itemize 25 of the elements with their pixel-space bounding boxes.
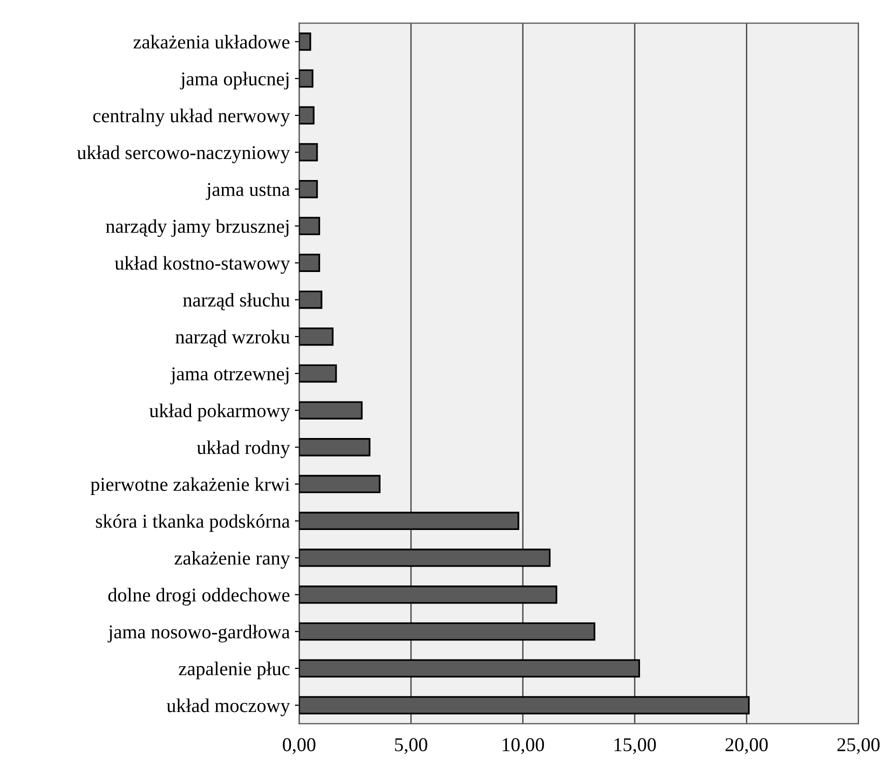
x-tick-label: 10,00 (502, 738, 544, 754)
y-tick-label: narząd wzroku (176, 330, 290, 348)
y-tick-label: układ sercowo-naczyniowy (77, 146, 290, 164)
y-tick-label: centralny układ nerwowy (93, 108, 290, 126)
x-tick-label: 15,00 (614, 738, 656, 754)
y-tick-label: jama ustna (206, 182, 290, 200)
y-tick-label: jama otrzewnej (170, 367, 288, 384)
y-tick-label: zakażenia układowe (134, 34, 290, 49)
y-tick-label: układ moczowy (166, 698, 290, 716)
y-tick-label: pierwotne zakażenie krwi (90, 477, 290, 495)
y-tick-label: układ kostno-stawowy (114, 256, 290, 274)
y-tick-label: układ pokarmowy (149, 404, 290, 422)
y-tick-label: skóra i tkanka podskórna (96, 514, 290, 532)
y-tick-label: jama nosowo-gardłowa (108, 624, 290, 642)
y-tick-label: narządy jamy brzusznej (106, 219, 288, 237)
x-tick-label: 20,00 (726, 738, 768, 754)
y-tick-label: jama opłucnej (180, 72, 288, 90)
y-tick-label: dolne drogi oddechowe (108, 588, 290, 606)
x-tick-label: 5,00 (395, 738, 428, 754)
x-tick-label: 25,00 (837, 738, 880, 754)
x-tick-label: 0,00 (282, 738, 316, 754)
y-tick-label: układ rodny (196, 440, 290, 458)
y-tick-label: narząd słuchu (183, 292, 290, 310)
y-tick-label: zapalenie płuc (178, 662, 290, 680)
y-tick-label: zakażenie rany (174, 551, 290, 569)
